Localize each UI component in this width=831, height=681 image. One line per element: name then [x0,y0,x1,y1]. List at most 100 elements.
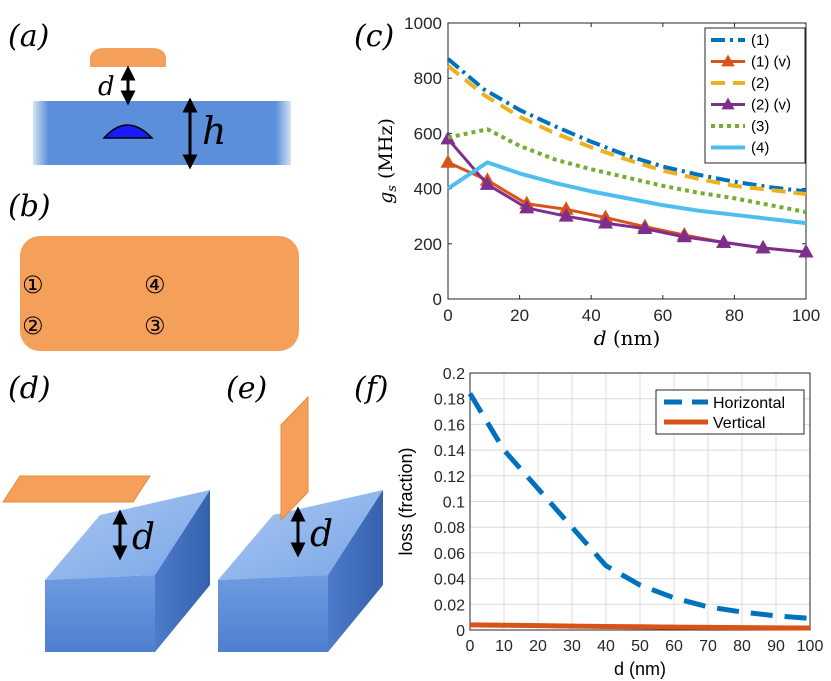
panel-label-e: (e) [226,371,268,406]
legend-label: (4) [751,140,769,157]
series-line [469,622,811,631]
x-tick-label: 30 [563,638,581,655]
d-label: d [98,72,115,102]
marker-4: ④ [144,271,166,299]
series-line [446,137,807,254]
legend-label: (3) [751,118,769,135]
d-label: d [132,517,155,558]
metal-pad [20,236,299,351]
y-tick-label: 200 [414,235,442,254]
panel-label-b: (b) [8,189,51,224]
legend-marker [721,97,735,110]
x-tick-label: 70 [699,638,717,655]
x-tick-label: 80 [725,306,744,325]
data-point [798,244,814,258]
x-tick-label: 40 [597,638,615,655]
y-tick-label: 0.2 [443,366,465,383]
series-line [447,127,807,215]
y-axis-label: loss (fraction) [396,447,416,555]
y-tick-label: 800 [414,69,442,88]
marker-1: ① [22,271,44,299]
data-point [637,220,653,235]
legend-label: Vertical [713,415,765,432]
legend-box [704,27,806,164]
d-label: d [310,514,333,555]
x-axis-unit: (nm) [613,326,660,350]
series-line [467,392,811,621]
y-tick-label: 0.04 [434,572,465,589]
y-axis-sub: s [385,185,400,192]
box-side-face [155,490,210,652]
marker-2: ② [22,312,44,340]
data-point [479,176,495,190]
data-point [755,239,771,254]
y-tick-label: 0.16 [434,417,465,434]
h-label: h [202,109,226,153]
schematic-b: ① ④ ② ③ [20,236,299,351]
legend-label: (2) (v) [751,97,791,114]
x-tick-label: 60 [653,306,672,325]
y-tick-label: 0.06 [434,546,465,563]
x-tick-label: 100 [797,638,824,655]
schematic-e: d [218,395,383,652]
marker-3: ③ [144,312,166,340]
y-tick-label: 0.12 [434,469,465,486]
series-line [446,64,807,197]
plot-border [469,372,811,631]
box-front-face [45,575,155,652]
vertical-strip [280,395,309,522]
y-axis-var: g [375,192,397,204]
schematic-a: d h [33,48,291,170]
x-tick-label: 20 [510,306,529,325]
y-axis-label: gs (MHz) [375,118,400,204]
data-point [716,234,732,248]
x-tick-label: 20 [529,638,547,655]
legend-marker [721,54,735,67]
x-tick-label: 100 [792,306,820,325]
x-tick-label: 90 [767,638,785,655]
series-line [446,57,807,194]
data-point [558,208,574,222]
series-line [446,160,807,226]
panel-label-d: (d) [8,371,51,406]
y-tick-label: 0.02 [434,597,465,614]
x-axis-var: d [594,326,613,350]
emitter-bump [102,124,154,139]
box-top-face [45,490,210,580]
data-point [519,199,535,214]
box-front-face [218,575,328,652]
legend-box [655,389,805,435]
data-point [598,215,614,229]
x-tick-label: 0 [466,638,475,655]
x-tick-label: 60 [665,638,683,655]
legend-label: (2) [751,75,769,92]
panel-label-c: (c) [354,19,395,54]
y-tick-label: 0.14 [434,443,465,460]
x-tick-label: 40 [582,306,601,325]
chart-f: 0 10 20 30 40 50 60 70 80 90 100 0 0.02 0.04 0.06 0.08 0… [396,366,823,679]
x-axis-label: d (nm) [594,326,661,350]
y-axis-unit: (MHz) [375,118,397,185]
waveguide [33,101,291,165]
data-point [676,228,692,243]
x-tick-label: 0 [443,306,452,325]
x-axis-label: d (nm) [614,659,666,679]
x-tick-label: 50 [631,638,649,655]
y-tick-label: 400 [414,180,442,199]
schematic-d: d [2,475,210,652]
legend-label: Horizontal [713,395,785,412]
y-tick-label: 600 [414,124,442,143]
panel-label-f: (f) [354,371,389,406]
y-tick-label: 1000 [404,14,442,33]
y-tick-label: 0.1 [443,495,465,512]
y-tick-label: 0 [433,290,442,309]
x-tick-label: 10 [495,638,513,655]
y-tick-label: 0 [456,623,465,640]
y-tick-label: 0.18 [434,392,465,409]
data-point [440,154,456,168]
metal-strip [90,48,166,67]
y-tick-label: 0.08 [434,520,465,537]
legend-label: (1) [751,32,769,49]
x-tick-label: 80 [733,638,751,655]
